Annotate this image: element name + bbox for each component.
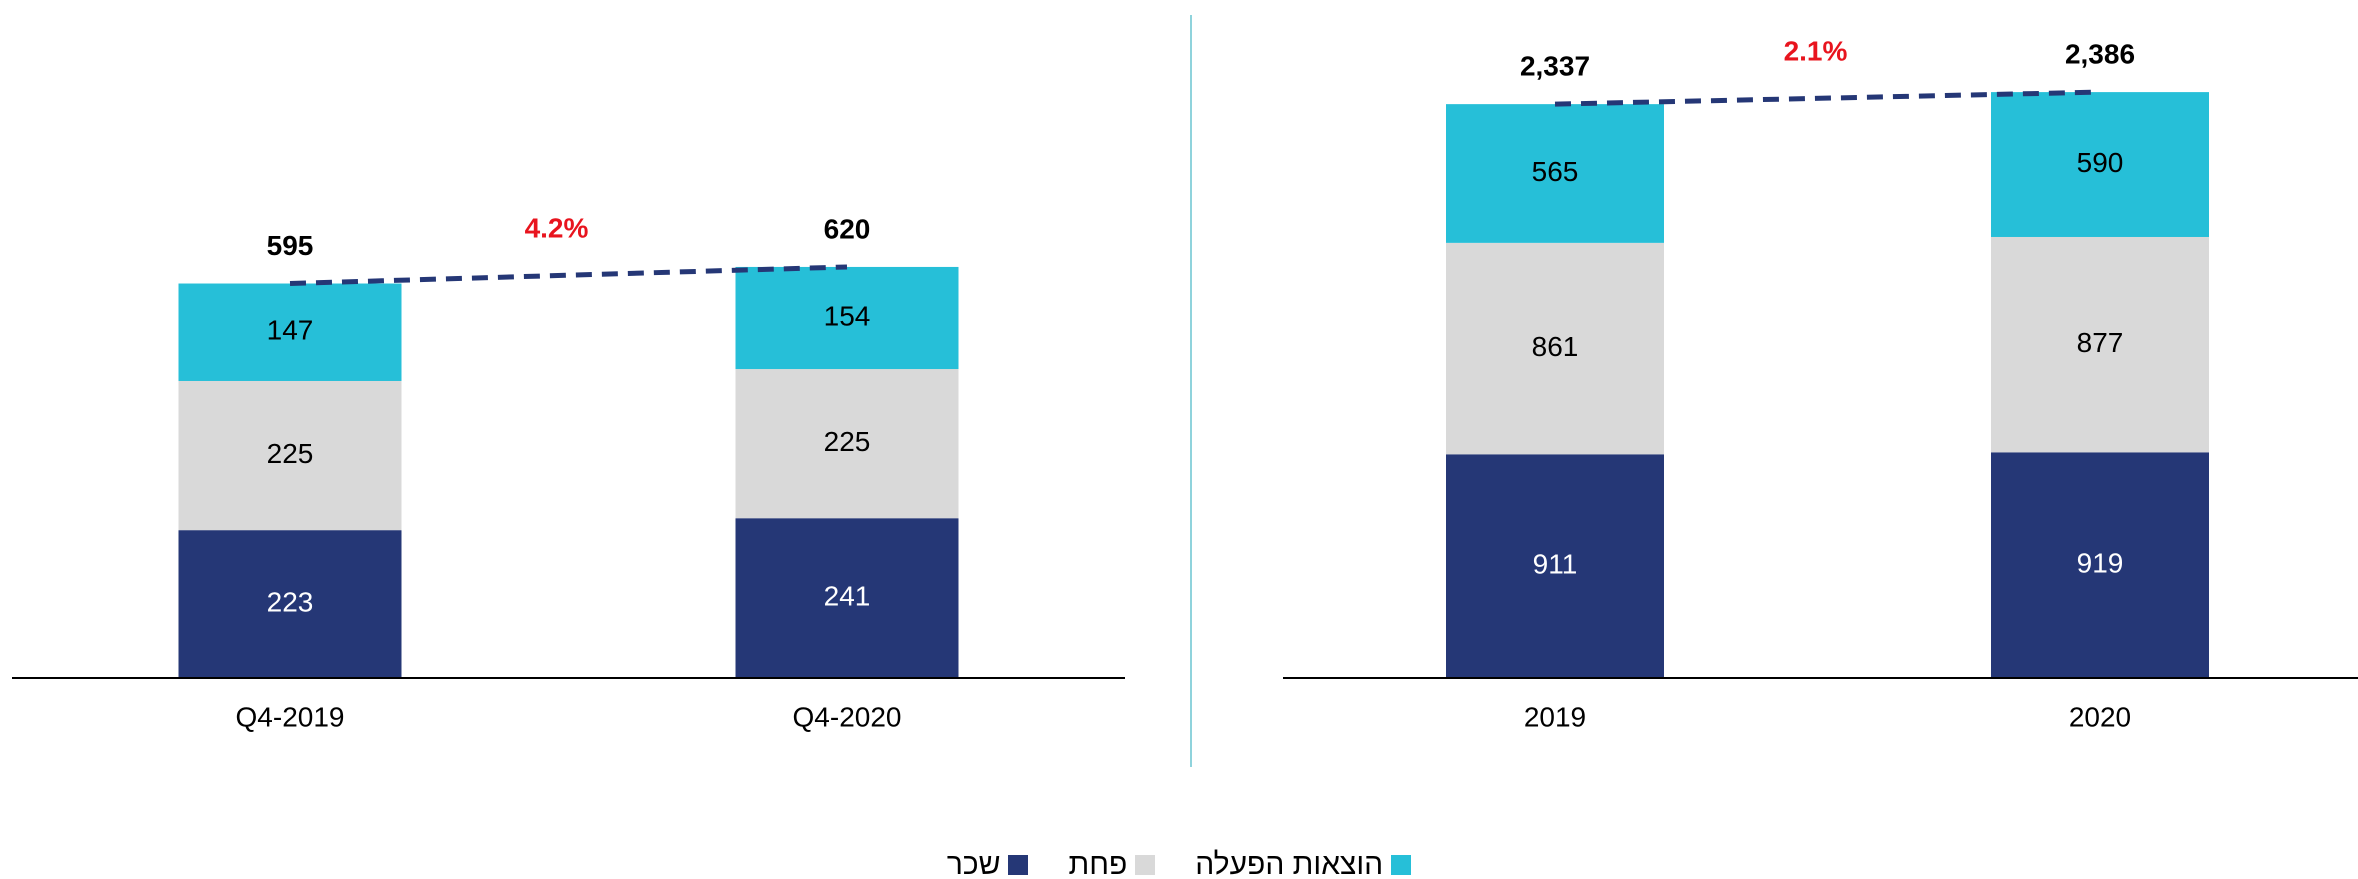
total-label: 2,337 [1520, 51, 1590, 82]
bar-segment [178, 530, 402, 678]
legend-swatch [1391, 855, 1412, 875]
legend-swatch [1135, 855, 1156, 875]
total-label: 2,386 [2065, 38, 2135, 69]
bar-segment [1991, 236, 2209, 453]
value-label: 861 [1532, 331, 1579, 362]
value-label: 877 [2077, 327, 2124, 358]
value-label: 241 [824, 580, 871, 611]
x-tick-label: 2019 [1524, 701, 1586, 732]
trend-line [289, 264, 848, 287]
bar-segment [1446, 242, 1664, 455]
value-label: 590 [2077, 147, 2124, 178]
growth-annotation: 4.2% [525, 213, 589, 244]
value-label: 147 [267, 315, 314, 346]
legend-item: פחת [1068, 848, 1156, 879]
legend-item: שכר [947, 848, 1029, 879]
bar-segment [1446, 454, 1664, 678]
value-label: 225 [267, 438, 314, 469]
bar-segment [1991, 92, 2209, 237]
value-label: 154 [824, 300, 871, 331]
legend-label: פחת [1068, 848, 1128, 879]
legend-item: הוצאות הפעלה [1195, 848, 1412, 879]
bar-segment [1446, 104, 1664, 243]
bar-segment [735, 518, 959, 678]
growth-annotation: 2.1% [1784, 36, 1848, 67]
trend-line [1554, 89, 2101, 107]
legend-label: הוצאות הפעלה [1195, 848, 1384, 879]
bar-segment [735, 266, 959, 370]
value-label: 565 [1532, 156, 1579, 187]
value-label: 225 [824, 426, 871, 457]
bar-segment [178, 283, 402, 381]
x-tick-label: 2020 [2069, 701, 2131, 732]
legend-swatch [1008, 855, 1029, 875]
bar-segment [1991, 452, 2209, 678]
total-label: 620 [824, 213, 871, 244]
value-label: 911 [1533, 549, 1578, 580]
value-label: 919 [2077, 548, 2124, 579]
x-tick-label: Q4-2019 [236, 701, 345, 732]
legend-label: שכר [946, 848, 1001, 879]
total-label: 595 [267, 230, 314, 261]
charts: 223 225 147 595 Q4-2019 241 225 154 620 Q4-2020 4.… [12, 15, 2358, 767]
legend: הוצאות הפעלה פחת שכר [0, 848, 2358, 879]
x-tick-label: Q4-2020 [793, 701, 902, 732]
value-label: 223 [267, 586, 314, 617]
bar-segment [178, 380, 402, 531]
bar-segment [735, 369, 959, 519]
